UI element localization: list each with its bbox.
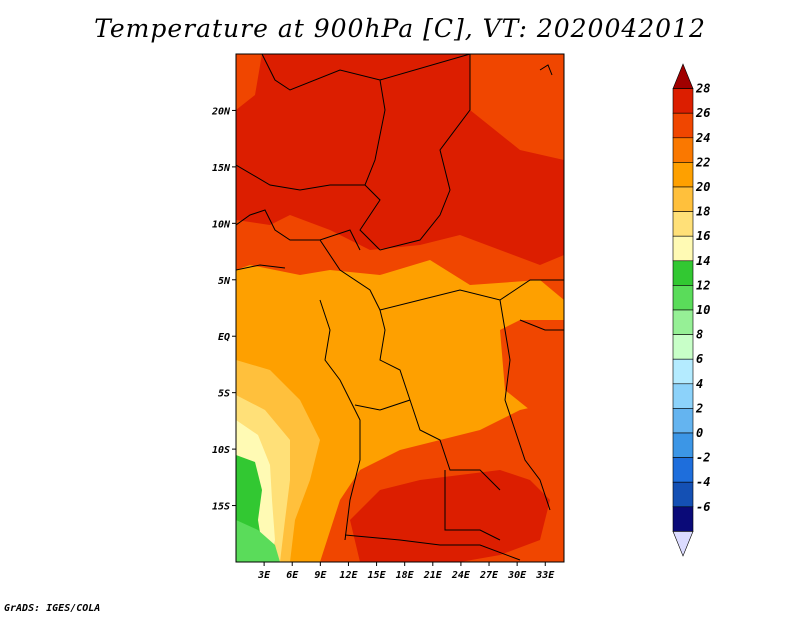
lat-label: 5N xyxy=(218,276,231,287)
colorbar-segment xyxy=(672,162,694,188)
colorbar-label: 0 xyxy=(696,426,703,440)
colorbar-segment xyxy=(672,309,694,335)
colorbar-label: 26 xyxy=(695,106,710,120)
colorbar-label: 2 xyxy=(695,401,703,415)
colorbar-segment xyxy=(672,112,694,139)
lat-label: 20N xyxy=(211,106,231,117)
border-egypt-detail xyxy=(539,64,553,76)
border-rift xyxy=(499,299,551,511)
colorbar-segment xyxy=(672,334,694,360)
lat-label: 15S xyxy=(212,502,230,513)
temperature-field xyxy=(236,54,564,562)
border-drc-south xyxy=(409,399,501,491)
colorbar-segment xyxy=(672,457,694,483)
colorbar-segment xyxy=(672,506,694,532)
colorbar-bottom-triangle xyxy=(672,531,694,557)
colorbar-label: -4 xyxy=(696,475,710,489)
lon-label: 9E xyxy=(314,570,327,581)
band-26-28-south xyxy=(350,470,550,562)
lat-label: 15N xyxy=(212,163,231,174)
lon-axis: 3E 6E 9E 12E 15E 18E 21E 24E 27E 30E 33E xyxy=(257,562,555,581)
colorbar-segment xyxy=(672,186,694,212)
border-congo xyxy=(354,309,411,411)
lat-axis: 20N 15N 10N 5N EQ 5S 10S 15S xyxy=(211,106,236,513)
lon-label: 21E xyxy=(423,570,443,581)
border-mali-niger xyxy=(236,164,365,191)
coast-central xyxy=(319,299,361,541)
colorbar-segment xyxy=(672,88,694,114)
lat-label: EQ xyxy=(218,332,230,343)
border-uganda xyxy=(519,319,564,331)
border-namibia xyxy=(344,534,521,561)
colorbar-label: 6 xyxy=(696,352,703,366)
colorbar-segment xyxy=(672,137,694,163)
band-12-14 xyxy=(236,520,280,562)
colorbar-label: 16 xyxy=(696,229,710,243)
lon-label: 15E xyxy=(368,570,387,581)
colorbar-segment xyxy=(672,260,694,286)
colorbar-segment xyxy=(672,481,694,508)
colorbar-segment xyxy=(672,235,694,262)
colorbar-label: 28 xyxy=(695,82,710,96)
lon-label: 24E xyxy=(451,570,471,581)
lon-label: 27E xyxy=(479,570,499,581)
country-borders xyxy=(236,54,564,561)
lon-label: 12E xyxy=(339,570,358,581)
lon-label: 30E xyxy=(507,570,527,581)
border-car xyxy=(319,239,564,311)
map-frame xyxy=(235,53,565,563)
colorbar-label: 12 xyxy=(696,278,710,292)
lat-label: 5S xyxy=(218,389,230,400)
lat-label: 10N xyxy=(212,219,231,230)
lon-label: 6E xyxy=(286,570,299,581)
border-north xyxy=(261,54,471,91)
border-nigeria xyxy=(236,209,361,251)
grads-credit: GrADS: IGES/COLA xyxy=(4,603,101,614)
lon-label: 33E xyxy=(535,570,555,581)
border-chad-sudan xyxy=(379,54,471,251)
lat-label: 10S xyxy=(212,445,230,456)
band-26-28 xyxy=(236,54,564,265)
colorbar-segment xyxy=(672,408,694,434)
band-24-26-east xyxy=(500,320,564,410)
colorbar-label: 22 xyxy=(695,155,710,169)
chart-title: Temperature at 900hPa [C], VT: 202004201… xyxy=(94,14,706,43)
border-zambia xyxy=(444,470,501,541)
colorbar-segment xyxy=(672,383,694,409)
colorbar-label: 10 xyxy=(696,303,710,317)
colorbar-label: 4 xyxy=(696,377,703,391)
colorbar-label: 18 xyxy=(696,205,710,219)
colorbar-label: -6 xyxy=(696,500,710,514)
lon-label: 18E xyxy=(396,570,415,581)
colorbar-label: 14 xyxy=(696,254,710,268)
coast-west-africa xyxy=(236,264,286,271)
colorbar-label: 8 xyxy=(696,328,703,342)
colorbar-segment xyxy=(672,358,694,385)
colorbar-label: -2 xyxy=(696,451,710,465)
colorbar-segment xyxy=(672,432,694,458)
band-22-24-central xyxy=(236,275,520,562)
lon-label: 3E xyxy=(257,570,271,581)
band-14-16 xyxy=(236,455,262,545)
colorbar-top-triangle xyxy=(672,63,694,89)
colorbar-label: 24 xyxy=(695,131,710,145)
colorbar-label: 20 xyxy=(695,180,710,194)
colorbar-segment xyxy=(672,211,694,237)
colorbar-segment xyxy=(672,285,694,311)
